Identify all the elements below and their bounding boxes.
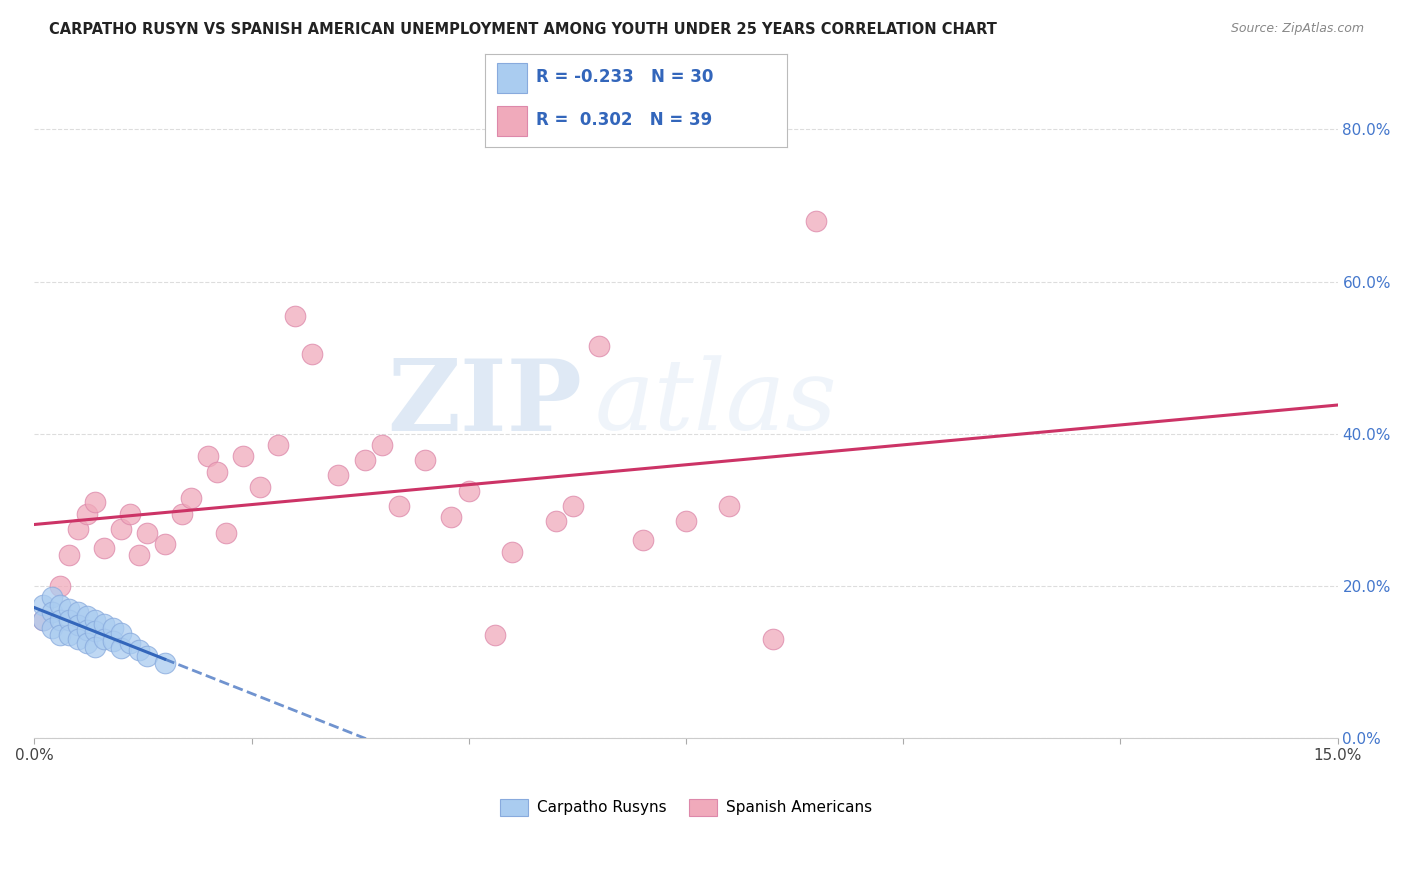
Point	[544, 514, 567, 528]
Point	[136, 648, 159, 663]
Point	[588, 339, 610, 353]
Point	[110, 641, 132, 656]
Point	[84, 495, 107, 509]
Point	[49, 628, 72, 642]
Point	[32, 613, 55, 627]
Point	[153, 657, 176, 671]
Point	[93, 632, 115, 646]
Point	[284, 309, 307, 323]
Point	[371, 438, 394, 452]
Point	[49, 579, 72, 593]
Point	[84, 624, 107, 639]
Point	[41, 606, 63, 620]
Point	[806, 213, 828, 227]
Point	[675, 514, 697, 528]
Point	[84, 640, 107, 654]
Point	[66, 632, 89, 646]
Point	[118, 636, 141, 650]
Point	[440, 510, 463, 524]
Text: R = -0.233   N = 30: R = -0.233 N = 30	[537, 69, 714, 87]
Point	[101, 633, 124, 648]
Point	[562, 499, 585, 513]
Point	[136, 525, 159, 540]
Point	[32, 613, 55, 627]
Point	[457, 483, 479, 498]
Point	[266, 438, 288, 452]
Point	[49, 598, 72, 612]
Point	[58, 613, 80, 627]
Text: R =  0.302   N = 39: R = 0.302 N = 39	[537, 112, 713, 129]
Point	[41, 621, 63, 635]
Point	[328, 468, 350, 483]
Point	[58, 628, 80, 642]
Point	[762, 632, 785, 646]
Point	[32, 598, 55, 612]
Text: CARPATHO RUSYN VS SPANISH AMERICAN UNEMPLOYMENT AMONG YOUTH UNDER 25 YEARS CORRE: CARPATHO RUSYN VS SPANISH AMERICAN UNEMP…	[49, 22, 997, 37]
Point	[232, 450, 254, 464]
Point	[301, 347, 323, 361]
Point	[180, 491, 202, 506]
Point	[58, 549, 80, 563]
Point	[110, 522, 132, 536]
Text: ZIP: ZIP	[387, 355, 582, 451]
Point	[101, 621, 124, 635]
Point	[110, 626, 132, 640]
Text: Source: ZipAtlas.com: Source: ZipAtlas.com	[1230, 22, 1364, 36]
Point	[128, 549, 150, 563]
Point	[58, 601, 80, 615]
Bar	[498, 63, 527, 93]
Point	[49, 613, 72, 627]
Point	[66, 522, 89, 536]
Point	[128, 643, 150, 657]
Text: atlas: atlas	[595, 356, 838, 450]
Point	[415, 453, 437, 467]
Point	[84, 613, 107, 627]
Point	[41, 590, 63, 604]
Point	[214, 525, 236, 540]
Point	[249, 480, 271, 494]
Point	[718, 499, 741, 513]
Legend: Carpatho Rusyns, Spanish Americans: Carpatho Rusyns, Spanish Americans	[494, 792, 879, 822]
Point	[66, 606, 89, 620]
Point	[172, 507, 194, 521]
Point	[153, 537, 176, 551]
Point	[76, 507, 98, 521]
Point	[197, 450, 219, 464]
Point	[76, 623, 98, 637]
Point	[76, 609, 98, 624]
Point	[93, 541, 115, 555]
Bar	[498, 106, 527, 136]
Point	[631, 533, 654, 548]
Point	[388, 499, 411, 513]
Point	[93, 616, 115, 631]
Point	[205, 465, 228, 479]
Point	[118, 507, 141, 521]
Point	[353, 453, 375, 467]
Point	[484, 628, 506, 642]
Point	[66, 618, 89, 632]
Point	[76, 636, 98, 650]
Point	[501, 544, 523, 558]
